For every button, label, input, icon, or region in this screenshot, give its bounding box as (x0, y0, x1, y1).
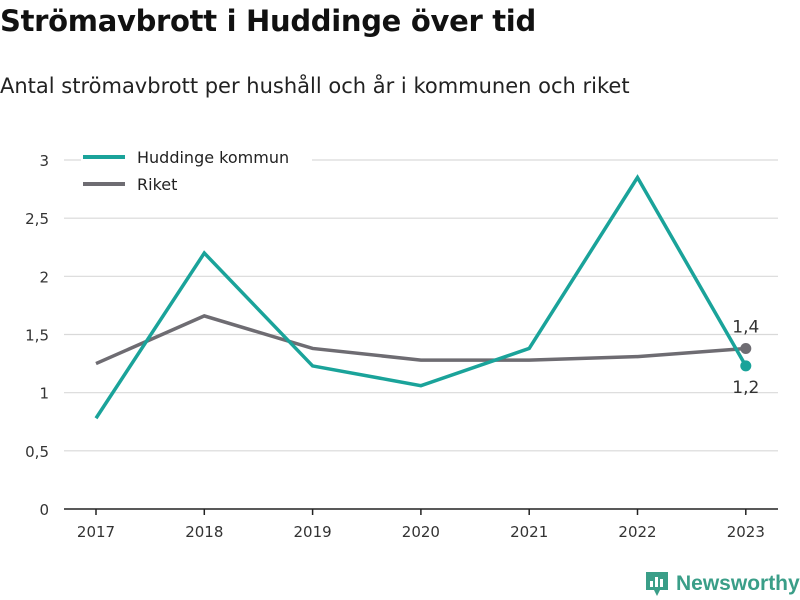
legend-label: Riket (137, 175, 177, 194)
series-end-point-huddinge (740, 360, 752, 372)
x-tick-label: 2019 (294, 523, 332, 541)
newsworthy-logo-icon (646, 572, 668, 596)
x-tick-label: 2017 (77, 523, 115, 541)
brand: Newsworthy (644, 570, 800, 598)
x-tick-label: 2018 (185, 523, 223, 541)
data-label-riket: 1,4 (732, 317, 759, 337)
data-label-huddinge: 1,2 (732, 378, 759, 398)
brand-name: Newsworthy (676, 572, 800, 595)
y-tick-label: 1 (39, 385, 49, 403)
series-lines: 1,4 1,2 (94, 174, 759, 420)
series-line-huddinge (94, 174, 748, 420)
x-tick-label: 2022 (618, 523, 656, 541)
x-tick-label: 2020 (402, 523, 440, 541)
y-tick-label: 3 (39, 152, 49, 170)
chart-subtitle: Antal strömavbrott per hushåll och år i … (0, 74, 630, 98)
chart-title: Strömavbrott i Huddinge över tid (0, 4, 536, 38)
series-end-point-riket (740, 342, 752, 354)
x-tick-label: 2021 (510, 523, 548, 541)
legend: Huddinge kommun Riket (81, 147, 312, 194)
y-axis-ticks: 0 0,5 1 1,5 2 2,5 3 (25, 152, 49, 519)
y-tick-label: 2 (39, 268, 49, 286)
legend-background (81, 147, 312, 167)
y-tick-label: 0 (39, 501, 49, 519)
y-tick-label: 2,5 (25, 210, 49, 228)
legend-label: Huddinge kommun (137, 148, 289, 167)
x-axis: 2017 2018 2019 2020 2021 2022 2023 (64, 508, 778, 541)
series-line-riket (95, 314, 746, 366)
y-tick-label: 0,5 (25, 443, 49, 461)
x-tick-label: 2023 (727, 523, 765, 541)
legend-background (81, 174, 312, 194)
y-tick-label: 1,5 (25, 327, 49, 345)
